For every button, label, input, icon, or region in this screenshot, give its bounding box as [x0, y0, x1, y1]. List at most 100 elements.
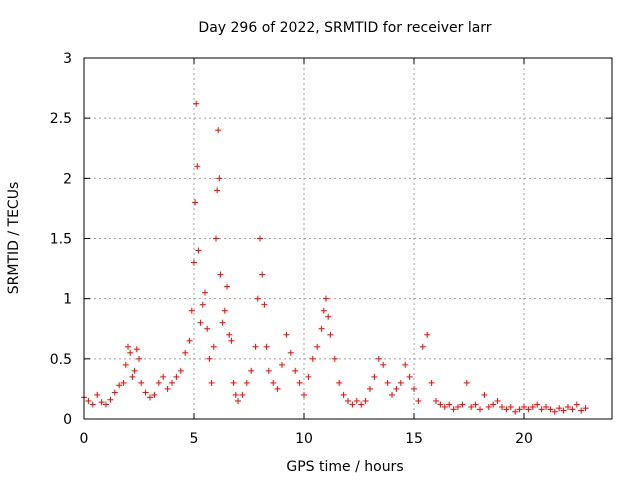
data-point [367, 385, 373, 392]
data-point [455, 403, 461, 410]
data-point [261, 301, 268, 308]
data-point [215, 127, 222, 134]
data-point [216, 175, 223, 182]
tick-layer: 0 5 10 15 20 0 0.5 1 1.5 2 2.5 3 [50, 51, 612, 447]
chart-title: Day 296 of 2022, SRMTID for receiver lar… [198, 20, 491, 36]
data-point [111, 389, 118, 396]
y-axis-label: SRMTID / TECUs [6, 182, 22, 295]
data-point [472, 401, 479, 408]
data-point [507, 403, 514, 410]
data-point [437, 401, 444, 408]
y-tick-label: 0.5 [50, 352, 72, 368]
data-point [424, 331, 431, 338]
data-point [468, 403, 475, 410]
data-point [138, 379, 145, 386]
data-point [283, 331, 290, 338]
y-tick-label: 1 [63, 292, 72, 308]
data-point [202, 289, 208, 296]
data-point [160, 373, 167, 380]
data-point [228, 337, 235, 344]
data-point [560, 407, 567, 414]
data-point [239, 391, 246, 398]
data-point [371, 373, 378, 380]
data-point [188, 307, 195, 314]
data-point [169, 379, 175, 386]
data-point [173, 373, 180, 380]
data-point [512, 408, 519, 415]
data-point [224, 283, 230, 290]
data-point [206, 355, 213, 362]
data-point [193, 100, 200, 107]
data-point [450, 406, 457, 413]
data-point [375, 355, 382, 362]
data-point [194, 163, 201, 170]
data-point [85, 397, 92, 404]
data-point [208, 379, 215, 386]
data-point [406, 373, 413, 380]
data-point [129, 373, 136, 380]
data-point [411, 385, 417, 392]
data-point [336, 379, 343, 386]
data-point [270, 379, 277, 386]
y-tick-label: 2 [63, 171, 72, 187]
data-point [459, 401, 466, 408]
data-point [525, 406, 532, 413]
y-tick-label: 0 [63, 412, 72, 428]
data-point [503, 406, 510, 413]
data-point [499, 403, 505, 410]
data-point [204, 325, 211, 332]
data-point [534, 401, 541, 408]
data-point [428, 379, 435, 386]
data-point [94, 391, 101, 398]
data-point [433, 397, 439, 404]
data-point [582, 405, 589, 412]
marks-layer [81, 100, 589, 415]
data-point [232, 391, 239, 398]
data-point [358, 401, 365, 408]
data-point [103, 401, 109, 408]
data-point [107, 396, 114, 403]
data-point [309, 355, 316, 362]
data-point [226, 331, 233, 338]
data-point [415, 397, 422, 404]
data-point [296, 379, 303, 386]
data-point [248, 367, 255, 374]
x-tick-label: 0 [80, 431, 89, 447]
data-point [301, 391, 307, 398]
data-point [565, 403, 571, 410]
data-point [463, 379, 470, 386]
data-point [127, 349, 134, 356]
data-point [259, 271, 266, 278]
data-point [318, 325, 325, 332]
data-point [164, 385, 171, 392]
data-point [320, 307, 327, 314]
data-point [529, 403, 536, 410]
data-point [292, 367, 299, 374]
data-point [213, 235, 219, 242]
data-point [199, 301, 206, 308]
data-point [494, 397, 501, 404]
y-tick-label: 1.5 [50, 232, 72, 248]
data-point [195, 247, 202, 254]
data-point [490, 401, 497, 408]
data-point [380, 361, 387, 368]
data-point [131, 367, 138, 374]
data-point [538, 406, 545, 413]
data-point [219, 319, 226, 326]
data-point [120, 379, 127, 386]
data-point [133, 346, 140, 353]
data-point [384, 379, 391, 386]
y-tick-label: 2.5 [50, 111, 72, 127]
grid-layer [84, 58, 612, 419]
data-point [353, 397, 360, 404]
data-point [122, 361, 129, 368]
data-point [254, 295, 261, 302]
data-point [210, 343, 217, 350]
data-point [136, 355, 142, 362]
data-point [182, 349, 189, 356]
data-point [323, 295, 329, 302]
data-point [481, 391, 488, 398]
data-point [345, 397, 351, 404]
data-point [287, 349, 294, 356]
data-point [230, 379, 237, 386]
